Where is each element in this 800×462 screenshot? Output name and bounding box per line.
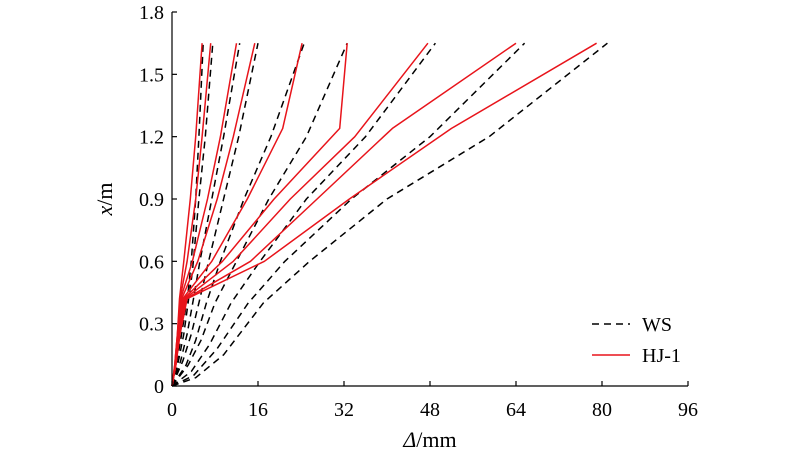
ws-series-line bbox=[171, 42, 526, 387]
x-tick-label: 80 bbox=[592, 399, 612, 421]
x-tick-label: 0 bbox=[167, 399, 177, 421]
x-ticks: 0 16 32 48 64 80 96 bbox=[167, 381, 698, 421]
ws-series-line bbox=[171, 43, 204, 387]
ws-series-line bbox=[171, 42, 608, 387]
y-tick-label: 1.5 bbox=[139, 64, 164, 86]
ws-series-line bbox=[171, 43, 259, 387]
y-tick-label: 0.3 bbox=[139, 314, 164, 336]
y-tick-label: 0.9 bbox=[139, 189, 164, 211]
y-axis-symbol: x bbox=[92, 206, 117, 217]
legend: WS HJ-1 bbox=[592, 314, 681, 367]
x-axis-title: Δ/mm bbox=[402, 427, 456, 452]
y-tick-label: 1.8 bbox=[139, 2, 164, 24]
y-ticks: 0 0.3 0.6 0.9 1.2 1.5 1.8 bbox=[139, 2, 177, 398]
legend-ws-label: WS bbox=[642, 314, 672, 336]
x-axis-unit: /mm bbox=[416, 427, 456, 452]
x-tick-label: 64 bbox=[506, 399, 526, 421]
ws-series-line bbox=[171, 42, 348, 387]
legend-hj1-label: HJ-1 bbox=[642, 345, 681, 367]
ws-series-line bbox=[171, 43, 214, 387]
y-tick-label: 0 bbox=[154, 376, 164, 398]
x-tick-label: 32 bbox=[334, 399, 354, 421]
hj1-series-line bbox=[171, 42, 597, 387]
y-tick-label: 1.2 bbox=[139, 127, 164, 149]
hj1-series-line bbox=[171, 42, 517, 387]
x-tick-label: 96 bbox=[678, 399, 698, 421]
y-tick-label: 0.6 bbox=[139, 251, 164, 273]
x-tick-label: 48 bbox=[420, 399, 440, 421]
y-axis-unit: /m bbox=[92, 183, 117, 206]
x-tick-label: 16 bbox=[248, 399, 268, 421]
x-axis-symbol: Δ bbox=[402, 427, 416, 452]
y-axis-title: x/m bbox=[92, 183, 117, 217]
plot-area bbox=[171, 42, 608, 387]
ws-series-line bbox=[171, 42, 437, 387]
hj1-series-line bbox=[171, 43, 303, 387]
